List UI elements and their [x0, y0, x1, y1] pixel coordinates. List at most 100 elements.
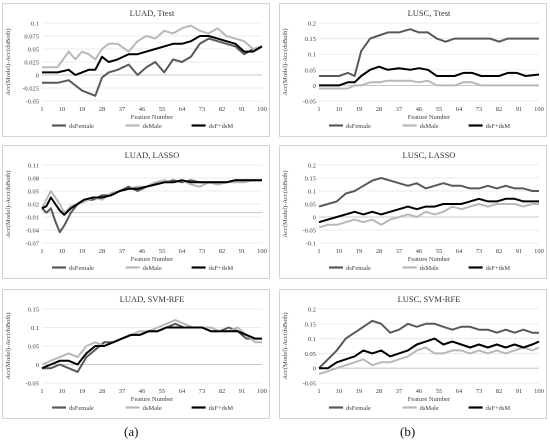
series-line-dsf-dsm: [319, 337, 540, 370]
x-tick-label: 82: [496, 248, 503, 255]
panel-luad-lasso: -0.07 -0.04 -0.01 0.02 0.05 0.08 0.11 1 10 19 28 37…: [2, 145, 270, 279]
series-line-dsmale: [318, 203, 539, 229]
x-tick-label: 10: [59, 248, 66, 255]
x-tick-label: 64: [179, 106, 186, 113]
series-line-dsf-dsm: [319, 65, 540, 87]
y-tick-label: 0.2: [308, 163, 316, 170]
x-tick-label: 100: [534, 106, 544, 113]
legend-label: dsFemale: [346, 265, 371, 272]
y-tick-label: 0.05: [305, 67, 316, 74]
chart-frame: [2, 289, 270, 419]
y-tick-label: 0.2: [308, 307, 316, 314]
x-tick-label: 64: [456, 106, 463, 113]
x-tick-label: 64: [456, 388, 463, 395]
x-tick-label: 37: [396, 106, 403, 113]
x-tick-label: 91: [516, 388, 523, 395]
chart-title: LUSC, LASSO: [403, 150, 456, 160]
x-tick-label: 73: [199, 388, 206, 395]
legend-label: dsMale: [143, 405, 162, 412]
x-tick-label: 100: [534, 248, 544, 255]
x-tick-label: 100: [257, 388, 267, 395]
x-axis-label: Feature Number: [131, 396, 174, 403]
chart-frame: [2, 3, 270, 137]
x-tick-label: 1: [317, 248, 320, 255]
y-tick-label: -0.07: [25, 241, 39, 248]
x-tick-label: 19: [356, 388, 363, 395]
y-axis-label: Acc(Model)-Acc(dsBoth): [5, 170, 12, 237]
x-tick-label: 1: [40, 388, 43, 395]
x-tick-label: 37: [119, 388, 126, 395]
x-tick-label: 19: [79, 106, 86, 113]
x-tick-label: 46: [139, 248, 146, 255]
legend-label: dsF+dsM: [209, 123, 234, 130]
x-tick-label: 10: [59, 388, 66, 395]
x-axis-label: Feature Number: [408, 396, 451, 403]
x-tick-label: 64: [179, 388, 186, 395]
y-tick-label: 0.05: [28, 47, 39, 54]
y-tick-label: 0: [313, 83, 316, 90]
x-tick-label: 82: [219, 248, 226, 255]
y-axis-label: Acc(Model)-Acc(dsBoth): [5, 312, 12, 379]
legend-label: dsF+dsM: [486, 265, 511, 272]
x-tick-label: 37: [396, 248, 403, 255]
legend-label: dsMale: [420, 265, 439, 272]
legend-label: dsF+dsM: [486, 123, 511, 130]
x-tick-label: 19: [79, 248, 86, 255]
x-tick-label: 37: [119, 248, 126, 255]
legend-label: dsF+dsM: [209, 405, 234, 412]
y-tick-label: 0.1: [31, 21, 39, 28]
x-tick-label: 28: [99, 248, 106, 255]
y-tick-label: -0.05: [25, 381, 39, 388]
x-tick-label: 10: [336, 106, 343, 113]
panel-lusc-svm-rfe: -0.05 0 0.05 0.1 0.15 0.2 1 10 19 28 37 46 55 64 73 82 9…: [279, 289, 547, 419]
y-tick-label: 0.05: [305, 351, 316, 358]
y-tick-label: 0.025: [24, 60, 39, 67]
x-tick-label: 19: [356, 248, 363, 255]
x-tick-label: 28: [99, 106, 106, 113]
y-tick-label: 0.15: [28, 307, 39, 314]
y-axis-label: Acc(Model)-Acc(dsBoth): [282, 170, 289, 237]
y-tick-label: 0.15: [305, 321, 316, 328]
legend-label: dsMale: [143, 265, 162, 272]
chart-frame: [279, 145, 547, 279]
legend-label: dsMale: [143, 123, 162, 130]
x-tick-label: 1: [317, 106, 320, 113]
y-tick-label: 0.1: [308, 189, 316, 196]
legend-label: dsFemale: [346, 405, 371, 412]
x-tick-label: 64: [456, 248, 463, 255]
x-tick-label: 100: [534, 388, 544, 395]
x-tick-label: 46: [416, 106, 423, 113]
legend-label: dsFemale: [346, 123, 371, 130]
y-tick-label: 0.075: [24, 34, 39, 41]
x-tick-label: 1: [40, 248, 43, 255]
series-line-dsf-dsm: [41, 326, 262, 370]
x-tick-label: 55: [159, 388, 166, 395]
series-line-dsf-dsm: [41, 179, 262, 216]
x-tick-label: 28: [99, 388, 106, 395]
x-tick-label: 100: [257, 248, 267, 255]
series-line-dsfemale: [318, 177, 539, 208]
y-tick-label: -0.025: [22, 86, 39, 93]
caption-b: (b): [400, 424, 416, 439]
x-tick-label: 55: [159, 106, 166, 113]
y-tick-label: 0.05: [28, 344, 39, 351]
chart-title: LUSC, SVM-RFE: [398, 294, 461, 304]
x-tick-label: 55: [436, 106, 443, 113]
y-tick-label: 0.11: [28, 163, 39, 170]
y-tick-label: -0.05: [302, 99, 316, 106]
y-tick-label: 0.2: [308, 21, 316, 28]
x-tick-label: 73: [199, 248, 206, 255]
y-tick-label: 0.15: [305, 36, 316, 43]
chart-title: LUSC, Ttest: [408, 8, 451, 18]
legend-label: dsF+dsM: [209, 265, 234, 272]
y-tick-label: 0: [313, 215, 316, 222]
x-tick-label: 73: [476, 388, 483, 395]
x-tick-label: 73: [476, 106, 483, 113]
series-line-dsfemale: [42, 37, 263, 97]
y-tick-label: 0.15: [305, 176, 316, 183]
x-tick-label: 55: [159, 248, 166, 255]
panel-lusc-lasso: -0.1 -0.05 0 0.05 0.1 0.15 0.2 1 10 19 28 37 46 55 64 7…: [279, 145, 547, 279]
x-axis-label: Feature Number: [408, 256, 451, 263]
x-tick-label: 1: [40, 106, 43, 113]
x-tick-label: 91: [239, 388, 246, 395]
